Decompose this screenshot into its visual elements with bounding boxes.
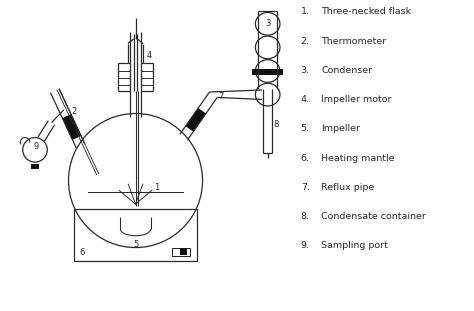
- Bar: [74, 209, 197, 261]
- Bar: [181, 248, 187, 255]
- Polygon shape: [63, 115, 81, 139]
- Text: 6: 6: [80, 248, 85, 257]
- Text: Impeller: Impeller: [321, 124, 360, 133]
- Text: Heating mantle: Heating mantle: [321, 154, 394, 163]
- Polygon shape: [186, 109, 205, 131]
- Text: 8: 8: [273, 120, 279, 129]
- Bar: [173, 248, 190, 256]
- Text: 3.: 3.: [301, 66, 310, 75]
- Text: 2.: 2.: [301, 37, 310, 46]
- Text: 8.: 8.: [301, 212, 310, 221]
- Text: 2: 2: [71, 106, 76, 115]
- Text: 3: 3: [265, 19, 270, 28]
- Text: Three-necked flask: Three-necked flask: [321, 7, 411, 16]
- Text: 7: 7: [218, 92, 223, 101]
- Text: Condenser: Condenser: [321, 66, 372, 75]
- Text: 9.: 9.: [301, 241, 310, 250]
- Text: 6.: 6.: [301, 154, 310, 163]
- Text: Condensate container: Condensate container: [321, 212, 426, 221]
- Text: 5: 5: [133, 239, 138, 248]
- Text: Sampling port: Sampling port: [321, 241, 388, 250]
- Bar: [31, 165, 39, 169]
- Text: 9: 9: [33, 142, 38, 151]
- Bar: [252, 69, 283, 75]
- Text: Thermometer: Thermometer: [321, 37, 386, 46]
- Text: Reflux pipe: Reflux pipe: [321, 183, 374, 192]
- Text: 4.: 4.: [301, 95, 310, 104]
- Text: 4: 4: [147, 51, 152, 60]
- Text: 5.: 5.: [301, 124, 310, 133]
- Text: Impeller motor: Impeller motor: [321, 95, 392, 104]
- Text: 1.: 1.: [301, 7, 310, 16]
- Text: 7.: 7.: [301, 183, 310, 192]
- Text: 1: 1: [154, 183, 159, 192]
